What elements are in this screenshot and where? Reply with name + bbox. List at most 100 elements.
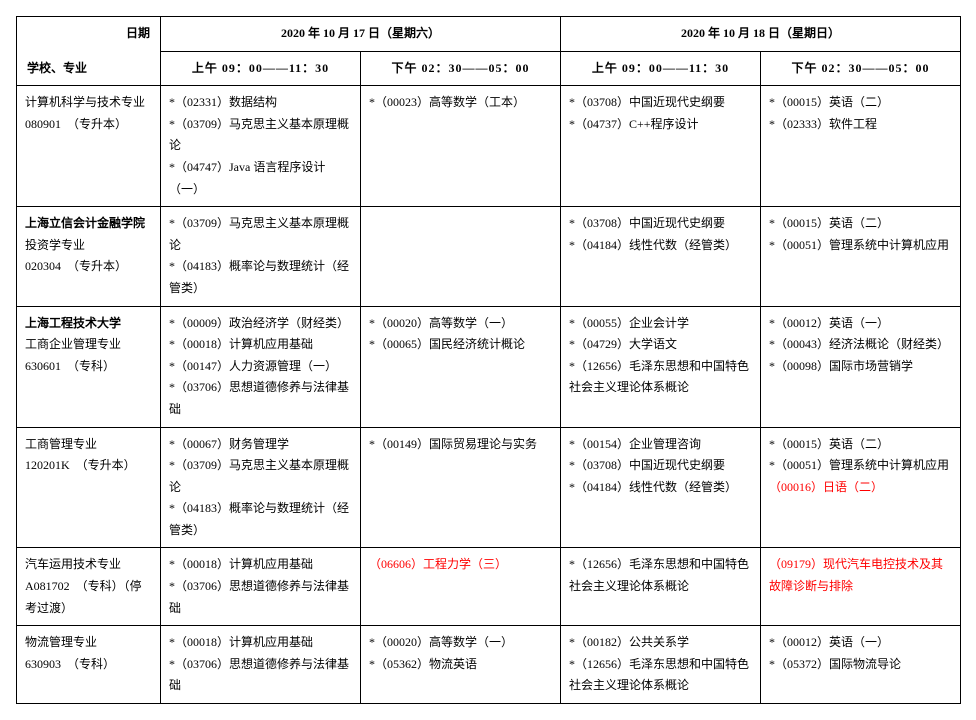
table-row: 计算机科学与技术专业080901 （专升本）*（02331）数据结构*（0370… xyxy=(17,86,961,207)
major-name-line: 计算机科学与技术专业 xyxy=(25,92,152,114)
course-item: *（05362）物流英语 xyxy=(369,654,552,676)
course-item: *（03708）中国近现代史纲要 xyxy=(569,455,752,477)
course-cell: *（00182）公共关系学*（12656）毛泽东思想和中国特色社会主义理论体系概… xyxy=(561,626,761,704)
slot3-header: 上午 09：00——11：30 xyxy=(561,51,761,86)
table-row: 上海工程技术大学工商企业管理专业630601 （专科）*（00009）政治经济学… xyxy=(17,306,961,427)
major-name-line: 080901 （专升本） xyxy=(25,114,152,136)
course-list: （09179）现代汽车电控技术及其故障诊断与排除 xyxy=(769,554,952,597)
major-name-line: 上海立信会计金融学院 xyxy=(25,213,152,235)
course-item: *（00182）公共关系学 xyxy=(569,632,752,654)
day1-header: 2020 年 10 月 17 日（星期六） xyxy=(161,17,561,52)
table-row: 工商管理专业120201K （专升本）*（00067）财务管理学*（03709）… xyxy=(17,427,961,548)
course-list: *（00020）高等数学（一）*（00065）国民经济统计概论 xyxy=(369,313,552,356)
course-item: *（03706）思想道德修养与法律基础 xyxy=(169,377,352,420)
course-cell: *（00015）英语（二）*（00051）管理系统中计算机应用（00016）日语… xyxy=(761,427,961,548)
course-item: *（03708）中国近现代史纲要 xyxy=(569,92,752,114)
major-name-line: 120201K （专升本） xyxy=(25,455,152,477)
course-list: *（00154）企业管理咨询*（03708）中国近现代史纲要*（04184）线性… xyxy=(569,434,752,499)
course-item: *（00018）计算机应用基础 xyxy=(169,334,352,356)
corner-header: 日期 学校、专业 xyxy=(17,17,161,86)
course-item: *（00018）计算机应用基础 xyxy=(169,554,352,576)
major-cell: 工商管理专业120201K （专升本） xyxy=(17,427,161,548)
course-item: *（04184）线性代数（经管类） xyxy=(569,477,752,499)
course-item: （00016）日语（二） xyxy=(769,477,952,499)
course-item: *（04737）C++程序设计 xyxy=(569,114,752,136)
course-item: *（00065）国民经济统计概论 xyxy=(369,334,552,356)
course-item: *（03708）中国近现代史纲要 xyxy=(569,213,752,235)
course-cell: *（00154）企业管理咨询*（03708）中国近现代史纲要*（04184）线性… xyxy=(561,427,761,548)
course-item: *（03709）马克思主义基本原理概论 xyxy=(169,455,352,498)
course-item: *（03709）马克思主义基本原理概论 xyxy=(169,213,352,256)
course-list: *（00020）高等数学（一）*（05362）物流英语 xyxy=(369,632,552,675)
course-list: *（00023）高等数学（工本） xyxy=(369,92,552,114)
course-list: *（00009）政治经济学（财经类）*（00018）计算机应用基础*（00147… xyxy=(169,313,352,421)
major-name-line: 工商管理专业 xyxy=(25,434,152,456)
course-item: *（00098）国际市场营销学 xyxy=(769,356,952,378)
course-item: *（00147）人力资源管理（一） xyxy=(169,356,352,378)
course-item: *（00051）管理系统中计算机应用 xyxy=(769,235,952,257)
major-cell: 汽车运用技术专业A081702 （专科）（停考过渡） xyxy=(17,548,161,626)
course-list: *（00015）英语（二）*（00051）管理系统中计算机应用（00016）日语… xyxy=(769,434,952,499)
course-list: *（00018）计算机应用基础*（03706）思想道德修养与法律基础 xyxy=(169,554,352,619)
course-item: *（04184）线性代数（经管类） xyxy=(569,235,752,257)
table-row: 物流管理专业630903 （专科）*（00018）计算机应用基础*（03706）… xyxy=(17,626,961,704)
major-name-line: A081702 （专科）（停考过渡） xyxy=(25,576,152,619)
course-cell: *（00067）财务管理学*（03709）马克思主义基本原理概论*（04183）… xyxy=(161,427,361,548)
course-item: *（00023）高等数学（工本） xyxy=(369,92,552,114)
course-item: *（00154）企业管理咨询 xyxy=(569,434,752,456)
course-cell: *（00055）企业会计学*（04729）大学语文*（12656）毛泽东思想和中… xyxy=(561,306,761,427)
course-item: *（00009）政治经济学（财经类） xyxy=(169,313,352,335)
course-cell: （09179）现代汽车电控技术及其故障诊断与排除 xyxy=(761,548,961,626)
course-item: *（04183）概率论与数理统计（经管类） xyxy=(169,498,352,541)
course-list: *（12656）毛泽东思想和中国特色社会主义理论体系概论 xyxy=(569,554,752,597)
course-item: *（00067）财务管理学 xyxy=(169,434,352,456)
course-item: *（12656）毛泽东思想和中国特色社会主义理论体系概论 xyxy=(569,356,752,399)
major-name-line: 物流管理专业 xyxy=(25,632,152,654)
course-list: *（03708）中国近现代史纲要*（04737）C++程序设计 xyxy=(569,92,752,135)
corner-bottom-label: 学校、专业 xyxy=(27,58,87,80)
slot1-header: 上午 09：00——11：30 xyxy=(161,51,361,86)
course-item: *（04747）Java 语言程序设计（一） xyxy=(169,157,352,200)
course-cell: *（03709）马克思主义基本原理概论*（04183）概率论与数理统计（经管类） xyxy=(161,207,361,306)
course-cell: *（03708）中国近现代史纲要*（04184）线性代数（经管类） xyxy=(561,207,761,306)
course-list: *（00182）公共关系学*（12656）毛泽东思想和中国特色社会主义理论体系概… xyxy=(569,632,752,697)
course-list: *（00015）英语（二）*（00051）管理系统中计算机应用 xyxy=(769,213,952,256)
course-item: *（04729）大学语文 xyxy=(569,334,752,356)
corner-top-label: 日期 xyxy=(126,23,150,45)
course-item: *（03706）思想道德修养与法律基础 xyxy=(169,576,352,619)
course-item: *（02331）数据结构 xyxy=(169,92,352,114)
course-item: *（00015）英语（二） xyxy=(769,92,952,114)
course-cell xyxy=(361,207,561,306)
major-name-line: 汽车运用技术专业 xyxy=(25,554,152,576)
course-list: *（02331）数据结构*（03709）马克思主义基本原理概论*（04747）J… xyxy=(169,92,352,200)
course-cell: *（00012）英语（一）*（00043）经济法概论（财经类）*（00098）国… xyxy=(761,306,961,427)
course-item: *（00015）英语（二） xyxy=(769,434,952,456)
table-row: 上海立信会计金融学院投资学专业020304 （专升本）*（03709）马克思主义… xyxy=(17,207,961,306)
course-cell: *（03708）中国近现代史纲要*（04737）C++程序设计 xyxy=(561,86,761,207)
day2-header: 2020 年 10 月 18 日（星期日） xyxy=(561,17,961,52)
course-cell: *（00018）计算机应用基础*（03706）思想道德修养与法律基础 xyxy=(161,548,361,626)
table-row: 汽车运用技术专业A081702 （专科）（停考过渡）*（00018）计算机应用基… xyxy=(17,548,961,626)
course-cell: *（00012）英语（一）*（05372）国际物流导论 xyxy=(761,626,961,704)
course-item: *（00020）高等数学（一） xyxy=(369,632,552,654)
course-list: *（00015）英语（二）*（02333）软件工程 xyxy=(769,92,952,135)
course-list: *（00012）英语（一）*（00043）经济法概论（财经类）*（00098）国… xyxy=(769,313,952,378)
course-cell: *（12656）毛泽东思想和中国特色社会主义理论体系概论 xyxy=(561,548,761,626)
course-item: *（00051）管理系统中计算机应用 xyxy=(769,455,952,477)
course-cell: *（00018）计算机应用基础*（03706）思想道德修养与法律基础 xyxy=(161,626,361,704)
course-item: *（00012）英语（一） xyxy=(769,632,952,654)
course-item: *（12656）毛泽东思想和中国特色社会主义理论体系概论 xyxy=(569,654,752,697)
course-item: *（00149）国际贸易理论与实务 xyxy=(369,434,552,456)
slot4-header: 下午 02：30——05：00 xyxy=(761,51,961,86)
major-name-line: 工商企业管理专业 xyxy=(25,334,152,356)
course-item: （09179）现代汽车电控技术及其故障诊断与排除 xyxy=(769,554,952,597)
course-item: *（00043）经济法概论（财经类） xyxy=(769,334,952,356)
course-list: *（00067）财务管理学*（03709）马克思主义基本原理概论*（04183）… xyxy=(169,434,352,542)
exam-schedule-table: 日期 学校、专业 2020 年 10 月 17 日（星期六） 2020 年 10… xyxy=(16,16,961,704)
course-item: *（02333）软件工程 xyxy=(769,114,952,136)
course-list: （06606）工程力学（三） xyxy=(369,554,552,576)
table-body: 计算机科学与技术专业080901 （专升本）*（02331）数据结构*（0370… xyxy=(17,86,961,704)
major-cell: 物流管理专业630903 （专科） xyxy=(17,626,161,704)
slot2-header: 下午 02：30——05：00 xyxy=(361,51,561,86)
course-item: *（12656）毛泽东思想和中国特色社会主义理论体系概论 xyxy=(569,554,752,597)
